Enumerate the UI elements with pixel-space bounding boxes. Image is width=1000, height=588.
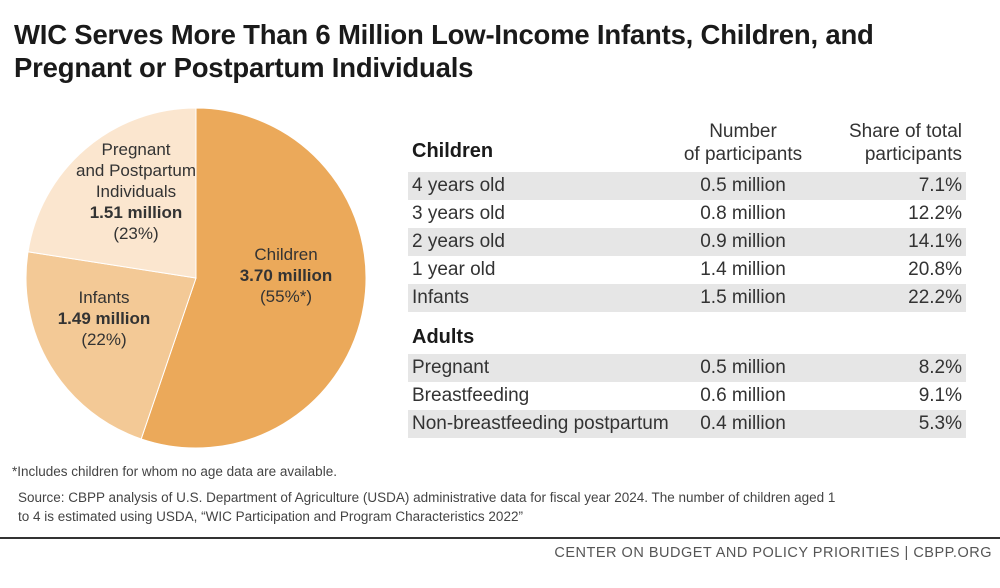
table-row: Breastfeeding 0.6 million 9.1% bbox=[408, 382, 966, 410]
table-row: Non-breastfeeding postpartum 0.4 million… bbox=[408, 410, 966, 438]
pie-label: 1.51 million bbox=[90, 203, 183, 222]
row-label: 2 years old bbox=[412, 231, 505, 252]
pie-label: 1.49 million bbox=[58, 309, 151, 328]
pie-slice-pregnant-postpartum bbox=[27, 107, 197, 279]
pie-label: Infants bbox=[78, 288, 129, 307]
footer-credit: CENTER ON BUDGET AND POLICY PRIORITIES |… bbox=[554, 545, 992, 561]
pie-label: (55%*) bbox=[260, 287, 312, 306]
row-number: 1.4 million bbox=[700, 259, 786, 280]
row-label: 1 year old bbox=[412, 259, 496, 280]
row-label: Pregnant bbox=[412, 357, 490, 378]
pie-chart: Children 3.70 million (55%*) Infants 1.49 mi… bbox=[25, 107, 367, 449]
table-row: 4 years old 0.5 million 7.1% bbox=[408, 172, 966, 200]
row-label: Breastfeeding bbox=[412, 385, 530, 406]
participants-table: Children Number of participants Share of… bbox=[408, 118, 966, 438]
share-header-line-1: Share of total bbox=[848, 121, 962, 142]
title-line-1: WIC Serves More Than 6 Million Low-Incom… bbox=[14, 19, 874, 50]
table-row: 1 year old 1.4 million 20.8% bbox=[408, 256, 966, 284]
adults-section: Adults bbox=[408, 312, 966, 354]
row-label: 3 years old bbox=[412, 203, 505, 224]
table-row: Pregnant 0.5 million 8.2% bbox=[408, 354, 966, 382]
footnote: *Includes children for whom no age data … bbox=[12, 464, 337, 479]
pie-label: and Postpartum bbox=[76, 161, 196, 180]
number-header-line-2: of participants bbox=[683, 144, 803, 165]
pie-label: (23%) bbox=[113, 224, 158, 243]
source-line-2: to 4 is estimated using USDA, “WIC Parti… bbox=[18, 509, 523, 524]
title-line-2: Pregnant or Postpartum Individuals bbox=[14, 52, 474, 83]
row-number: 0.5 million bbox=[700, 175, 786, 196]
table-row: 2 years old 0.9 million 14.1% bbox=[408, 228, 966, 256]
row-number: 0.9 million bbox=[700, 231, 786, 252]
row-share: 9.1% bbox=[918, 385, 962, 406]
row-share: 20.8% bbox=[908, 259, 962, 280]
pie-label: 3.70 million bbox=[240, 266, 333, 285]
pie-label: Pregnant bbox=[102, 140, 171, 159]
row-share: 5.3% bbox=[918, 413, 962, 434]
row-number: 0.8 million bbox=[700, 203, 786, 224]
row-label: Non-breastfeeding postpartum bbox=[412, 413, 669, 434]
table-header: Children Number of participants Share of… bbox=[408, 118, 966, 172]
row-share: 8.2% bbox=[918, 357, 962, 378]
row-number: 1.5 million bbox=[700, 287, 786, 308]
table-row: 3 years old 0.8 million 12.2% bbox=[408, 200, 966, 228]
row-label: 4 years old bbox=[412, 175, 505, 196]
row-share: 14.1% bbox=[908, 231, 962, 252]
source-line-1: Source: CBPP analysis of U.S. Department… bbox=[18, 490, 836, 505]
row-number: 0.5 million bbox=[700, 357, 786, 378]
pie-label: Children bbox=[254, 245, 317, 264]
row-share: 22.2% bbox=[908, 287, 962, 308]
row-label: Infants bbox=[412, 287, 470, 308]
pie-label: Individuals bbox=[96, 182, 176, 201]
row-share: 12.2% bbox=[908, 203, 962, 224]
source-note: Source: CBPP analysis of U.S. Department… bbox=[18, 488, 978, 526]
row-share: 7.1% bbox=[918, 175, 962, 196]
share-column-header: Share of total participants bbox=[822, 120, 962, 166]
children-section-header: Children bbox=[412, 140, 494, 162]
footer-divider bbox=[0, 537, 1000, 539]
table-row: Infants 1.5 million 22.2% bbox=[408, 284, 966, 312]
share-header-line-2: participants bbox=[864, 144, 962, 165]
pie-slice-infants bbox=[25, 251, 197, 440]
row-number: 0.4 million bbox=[700, 413, 786, 434]
adults-section-header: Adults bbox=[412, 326, 475, 348]
number-column-header: Number of participants bbox=[663, 120, 823, 166]
pie-label: (22%) bbox=[81, 330, 126, 349]
row-number: 0.6 million bbox=[700, 385, 786, 406]
pie-slice-children bbox=[140, 107, 367, 449]
chart-title: WIC Serves More Than 6 Million Low-Incom… bbox=[14, 18, 984, 84]
number-header-line-1: Number bbox=[709, 121, 777, 142]
